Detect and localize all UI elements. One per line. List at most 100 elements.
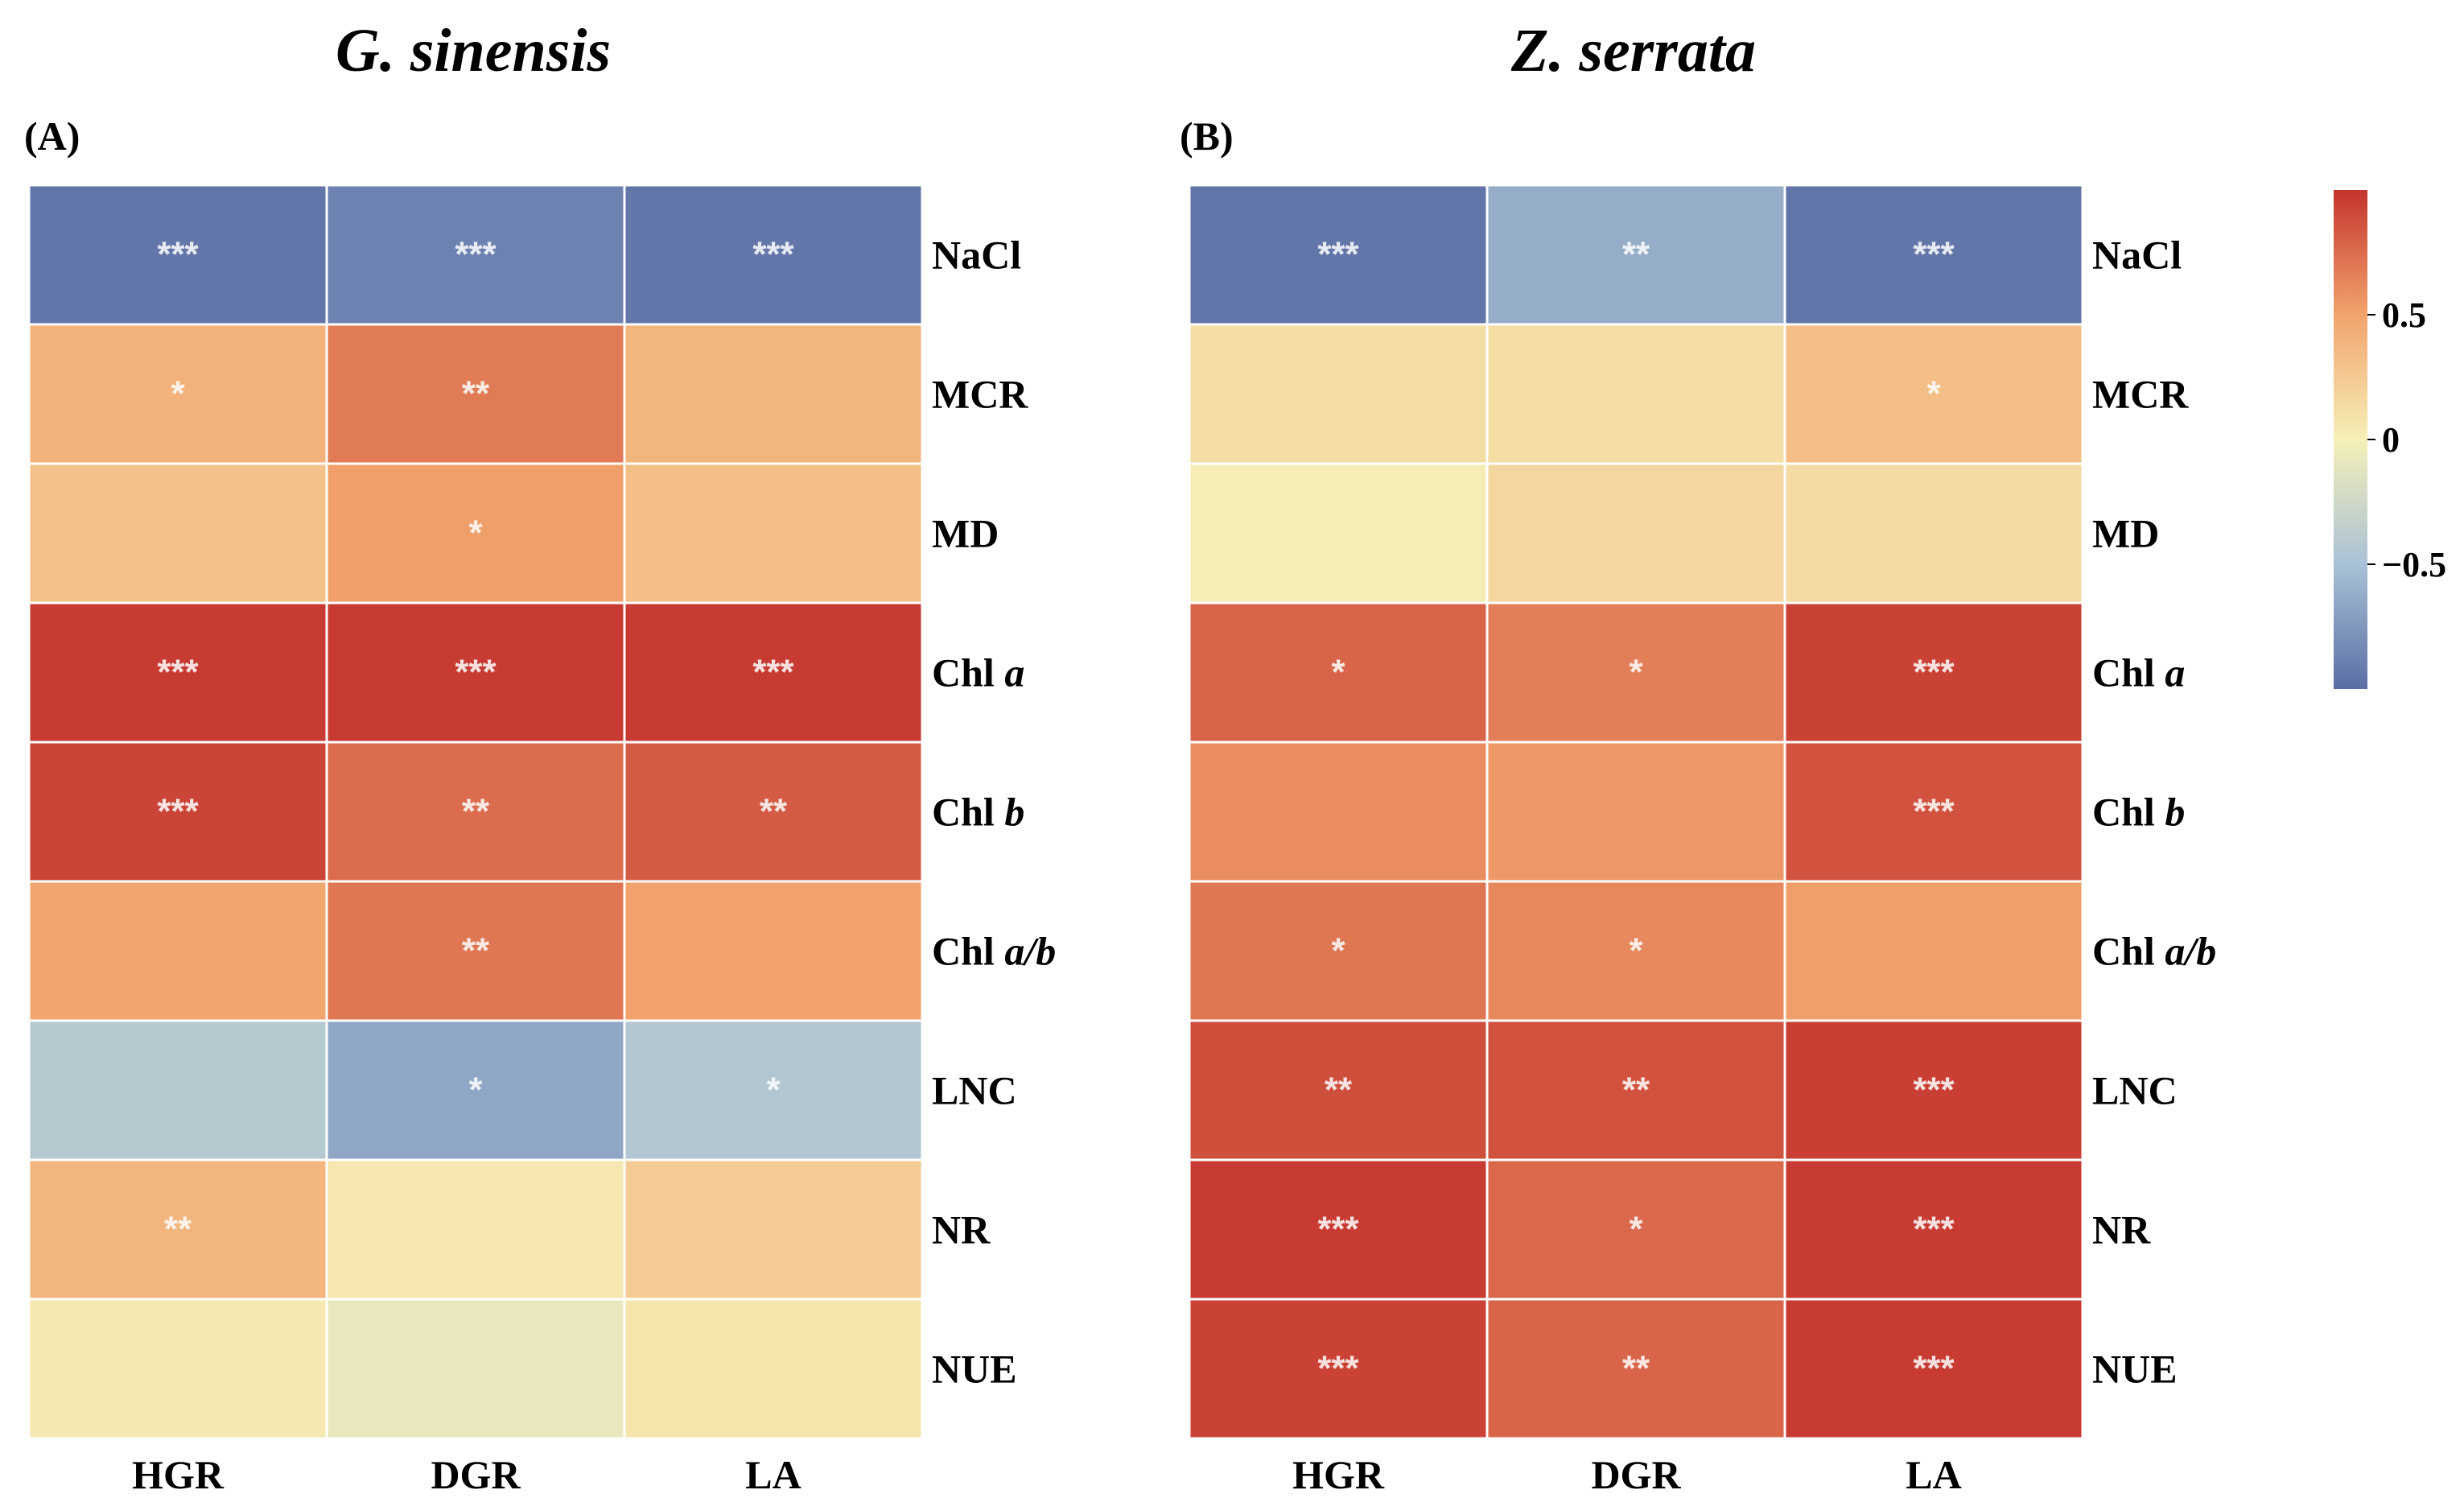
row-label: MCR — [932, 372, 1028, 417]
heatmap-cell — [27, 184, 328, 326]
colorbar-gradient — [2334, 190, 2367, 689]
heatmap-cell — [1188, 323, 1489, 465]
significance-marker: *** — [157, 792, 199, 831]
heatmap-cell — [623, 1019, 924, 1162]
panel-b-cells: *** ** ***** * ******* *** ** ****** * ****** ** **… — [1188, 184, 2084, 1440]
significance-marker: *** — [1913, 792, 1955, 831]
panel-a-title: G. sinensis — [336, 17, 611, 85]
heatmap-cell — [27, 1298, 328, 1440]
heatmap-cell — [1783, 601, 2084, 744]
panel-a-label: (A) — [24, 113, 80, 159]
significance-marker: * — [1331, 653, 1345, 692]
heatmap-cell — [325, 462, 626, 605]
significance-marker: *** — [1913, 653, 1955, 692]
heatmap-cell — [1783, 741, 2084, 883]
heatmap-cell — [1485, 462, 1786, 605]
heatmap-cell — [1188, 462, 1489, 605]
heatmap-cell — [623, 880, 924, 1022]
heatmap-cell — [1783, 462, 2084, 605]
heatmap-cell — [1188, 1019, 1489, 1162]
heatmap-cell — [325, 1019, 626, 1162]
significance-marker: ** — [462, 374, 490, 414]
significance-marker: * — [1629, 1210, 1643, 1249]
column-label: LA — [745, 1452, 801, 1497]
heatmap-cell — [1783, 1019, 2084, 1162]
significance-marker: * — [468, 514, 483, 553]
heatmap-cell — [325, 184, 626, 326]
panel-b-row-labels: NaCl MCR MD Chl a Chl b Chl a/b LNC NR NUE — [2092, 233, 2216, 1392]
significance-marker: * — [1629, 931, 1643, 971]
significance-marker: *** — [455, 653, 497, 692]
row-label: NaCl — [932, 233, 1021, 278]
heatmap-cell — [1783, 323, 2084, 465]
panel-a-column-labels: HGR DGR LA — [132, 1452, 801, 1497]
significance-marker: ** — [1622, 235, 1650, 274]
significance-marker: ** — [164, 1210, 192, 1249]
heatmap-cell — [325, 1158, 626, 1301]
significance-marker: ** — [1622, 1071, 1650, 1110]
heatmap-cell — [27, 462, 328, 605]
panel-b-column-labels: HGR DGR LA — [1292, 1452, 1962, 1497]
significance-marker: *** — [1913, 235, 1955, 274]
row-label: NR — [932, 1207, 991, 1252]
panel-a-cells: *** *** **** ****** *** ****** ** ***** *** — [27, 184, 924, 1440]
heatmap-cell — [1188, 601, 1489, 744]
heatmap-cell — [1485, 1298, 1786, 1440]
significance-marker: * — [1926, 374, 1941, 414]
significance-marker: ** — [760, 792, 788, 831]
heatmap-cell — [1485, 1158, 1786, 1301]
heatmap-cell — [1485, 184, 1786, 326]
significance-marker: * — [468, 1071, 483, 1110]
significance-marker: *** — [1317, 1210, 1359, 1249]
column-label: DGR — [1591, 1452, 1681, 1497]
panel-b-label: (B) — [1180, 113, 1234, 159]
row-label: Chl b — [932, 790, 1024, 835]
significance-marker: *** — [752, 653, 794, 692]
heatmap-cell — [325, 323, 626, 465]
heatmap-cell — [1485, 741, 1786, 883]
row-label: Chl a — [932, 650, 1024, 695]
heatmap-panel-b: Z. serrata (B) *** ** ***** * ******* *** ** **… — [1180, 17, 2216, 1497]
row-label: MD — [932, 511, 999, 556]
significance-marker: *** — [455, 235, 497, 274]
heatmap-cell — [325, 1298, 626, 1440]
significance-marker: * — [766, 1071, 781, 1110]
row-label: LNC — [932, 1068, 1017, 1113]
colorbar-ticks: 0.5 0 −0.5 — [2367, 295, 2446, 584]
heatmap-cell — [1188, 741, 1489, 883]
significance-marker: ** — [462, 792, 490, 831]
heatmap-cell — [27, 880, 328, 1022]
significance-marker: *** — [1913, 1349, 1955, 1389]
heatmap-cell — [1188, 880, 1489, 1022]
panel-b-title: Z. serrata — [1510, 17, 1756, 85]
row-label: Chl a/b — [2092, 929, 2216, 974]
significance-marker: *** — [1317, 1349, 1359, 1389]
heatmap-cell — [1188, 184, 1489, 326]
significance-marker: *** — [1913, 1071, 1955, 1110]
heatmap-cell — [1783, 880, 2084, 1022]
colorbar-tick-label: −0.5 — [2382, 545, 2446, 584]
heatmap-cell — [623, 184, 924, 326]
row-label: NUE — [2092, 1347, 2178, 1392]
significance-marker: ** — [462, 931, 490, 971]
heatmap-cell — [27, 741, 328, 883]
significance-marker: *** — [752, 235, 794, 274]
significance-marker: *** — [1317, 235, 1359, 274]
row-label: NaCl — [2092, 233, 2182, 278]
heatmap-cell — [1485, 601, 1786, 744]
significance-marker: * — [171, 374, 185, 414]
heatmap-cell — [27, 1158, 328, 1301]
row-label: MD — [2092, 511, 2159, 556]
row-label: Chl a/b — [932, 929, 1056, 974]
panel-a-row-labels: NaCl MCR MD Chl a Chl b Chl a/b LNC NR NUE — [932, 233, 1056, 1392]
heatmap-cell — [27, 323, 328, 465]
heatmap-cell — [27, 1019, 328, 1162]
colorbar-tick-label: 0.5 — [2382, 295, 2426, 335]
row-label: Chl b — [2092, 790, 2185, 835]
heatmap-cell — [623, 1298, 924, 1440]
column-label: HGR — [1292, 1452, 1385, 1497]
significance-marker: ** — [1622, 1349, 1650, 1389]
heatmap-cell — [1485, 1019, 1786, 1162]
heatmap-cell — [325, 880, 626, 1022]
